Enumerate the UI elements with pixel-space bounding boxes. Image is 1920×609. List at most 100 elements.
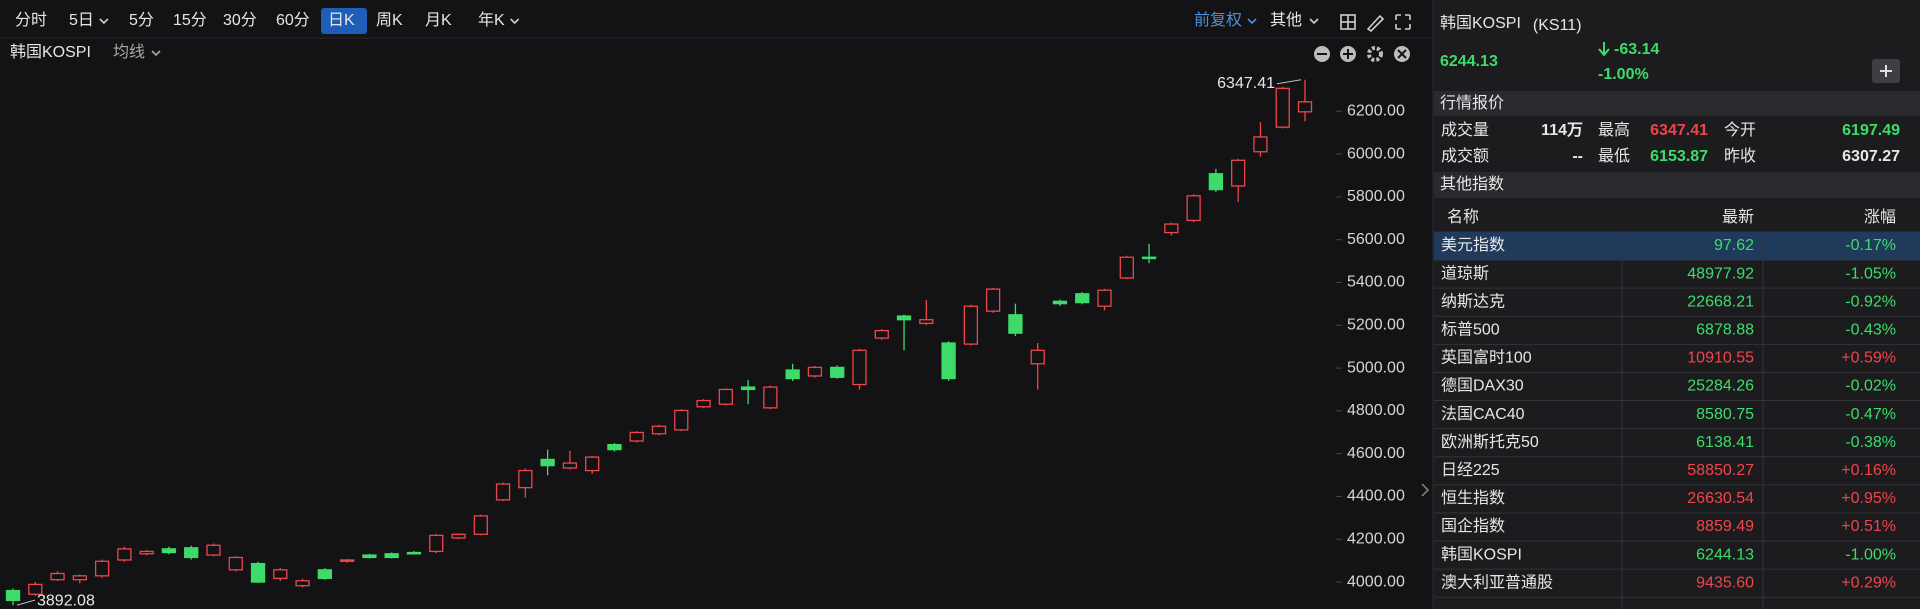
candle-body: [1030, 349, 1045, 365]
index-last: 48977.92: [1687, 265, 1754, 282]
index-change: -0.38%: [1845, 434, 1896, 451]
index-last: 6138.41: [1696, 434, 1754, 451]
candle-body: [585, 456, 600, 472]
index-name[interactable]: 欧洲斯托克50: [1441, 433, 1539, 451]
index-change: +0.16%: [1841, 462, 1896, 479]
chevron: [151, 50, 161, 57]
stat-label: 成交额: [1441, 147, 1489, 165]
period-tab[interactable]: 分时: [15, 11, 47, 29]
index-name[interactable]: 英国富时100: [1441, 349, 1532, 367]
y-tick-label: 5800.00: [1347, 188, 1405, 205]
candle-body: [1297, 101, 1313, 113]
stat-value: 6153.87: [1650, 148, 1708, 165]
chart-background: [0, 0, 1433, 609]
period-tab[interactable]: 15分: [173, 11, 207, 29]
candle-body: [696, 399, 711, 408]
index-last: 26630.54: [1687, 490, 1754, 507]
selected-period-bg: [321, 8, 367, 34]
y-tick-label: 4600.00: [1347, 445, 1405, 462]
candle-body: [1097, 289, 1112, 307]
candle-body: [651, 425, 667, 435]
index-name[interactable]: 标普500: [1441, 321, 1500, 339]
index-last: 8580.75: [1696, 406, 1754, 423]
draw-icon[interactable]: [1366, 14, 1385, 33]
fullscreen-icon[interactable]: [1395, 14, 1411, 30]
candle-body: [1008, 314, 1023, 334]
adjust-select[interactable]: 前复权: [1194, 11, 1242, 29]
index-change: -1.00%: [1845, 546, 1896, 563]
index-name[interactable]: 澳大利亚普通股: [1441, 573, 1553, 591]
collapse-arrow[interactable]: [1421, 483, 1430, 497]
index-name[interactable]: 道琼斯: [1441, 264, 1489, 282]
chevron: [510, 18, 520, 25]
candle-body: [785, 369, 800, 380]
stat-value: --: [1572, 148, 1583, 165]
index-change: +0.29%: [1841, 574, 1896, 591]
change-arrow: [1598, 42, 1610, 57]
candle-body: [317, 569, 333, 580]
section-title: 其他指数: [1440, 175, 1504, 193]
candle-body: [72, 575, 87, 581]
other-select[interactable]: 其他: [1270, 11, 1302, 29]
period-tab[interactable]: 5日: [69, 12, 94, 29]
candle-body: [1186, 195, 1201, 222]
section-title: 行情报价: [1440, 94, 1504, 112]
column-header: 涨幅: [1864, 208, 1896, 226]
period-tab[interactable]: 年K: [478, 11, 505, 29]
candle-body: [1164, 223, 1179, 234]
quote-change: -63.14: [1614, 41, 1659, 58]
index-change: -0.02%: [1845, 378, 1896, 395]
candle-body: [228, 556, 243, 571]
period-tab[interactable]: 月K: [425, 12, 452, 29]
quote-code: (KS11): [1533, 17, 1582, 34]
stat-label: 今开: [1724, 121, 1756, 139]
candle-body: [495, 483, 511, 501]
candle-body: [896, 315, 912, 321]
index-name[interactable]: 法国CAC40: [1441, 405, 1525, 423]
period-tab[interactable]: 60分: [276, 11, 310, 29]
candle-body: [139, 550, 154, 555]
index-last: 8859.49: [1696, 518, 1754, 535]
candle-body: [339, 559, 355, 562]
stat-label: 最低: [1598, 147, 1630, 165]
index-change: -0.43%: [1845, 322, 1896, 339]
index-name[interactable]: 恒生指数: [1441, 489, 1505, 507]
candle-body: [429, 534, 444, 553]
index-name[interactable]: 德国DAX30: [1441, 377, 1524, 395]
selected-row: [1434, 231, 1920, 261]
candle-body: [963, 305, 979, 345]
index-name[interactable]: 纳斯达克: [1441, 292, 1505, 310]
candle-body: [273, 569, 288, 580]
index-last: 97.62: [1714, 237, 1754, 254]
candle-body: [718, 388, 733, 405]
index-change: -0.92%: [1845, 293, 1896, 310]
stat-value: 114万: [1541, 122, 1583, 139]
index-name[interactable]: 日经225: [1441, 461, 1500, 479]
period-tab[interactable]: 30分: [223, 11, 257, 29]
min-pointer: [16, 599, 36, 606]
candle-body: [1141, 256, 1157, 260]
period-tab[interactable]: 周K: [376, 12, 403, 29]
stat-label: 成交量: [1441, 121, 1489, 139]
candle-body: [1208, 173, 1224, 191]
period-tab[interactable]: 5分: [129, 11, 154, 29]
candle-body: [852, 349, 867, 386]
period-tab[interactable]: 日K: [328, 12, 355, 29]
settings-icon[interactable]: [1367, 46, 1383, 62]
index-name[interactable]: 国企指数: [1441, 517, 1505, 535]
index-last: 6244.13: [1696, 546, 1754, 563]
y-tick-label: 4800.00: [1347, 402, 1405, 419]
candle-body: [807, 366, 823, 377]
index-name[interactable]: 美元指数: [1441, 236, 1505, 254]
candle-body: [451, 533, 466, 539]
indicator-select[interactable]: 均线: [113, 43, 145, 61]
index-name[interactable]: 韩国KOSPI: [1441, 545, 1522, 563]
add-icon: [1880, 65, 1892, 77]
candle-body: [629, 431, 644, 442]
column-header: 名称: [1447, 208, 1479, 226]
candle-body: [50, 572, 65, 581]
chevron: [1309, 18, 1319, 25]
y-tick-label: 5000.00: [1347, 359, 1405, 376]
candle-body: [674, 409, 689, 431]
